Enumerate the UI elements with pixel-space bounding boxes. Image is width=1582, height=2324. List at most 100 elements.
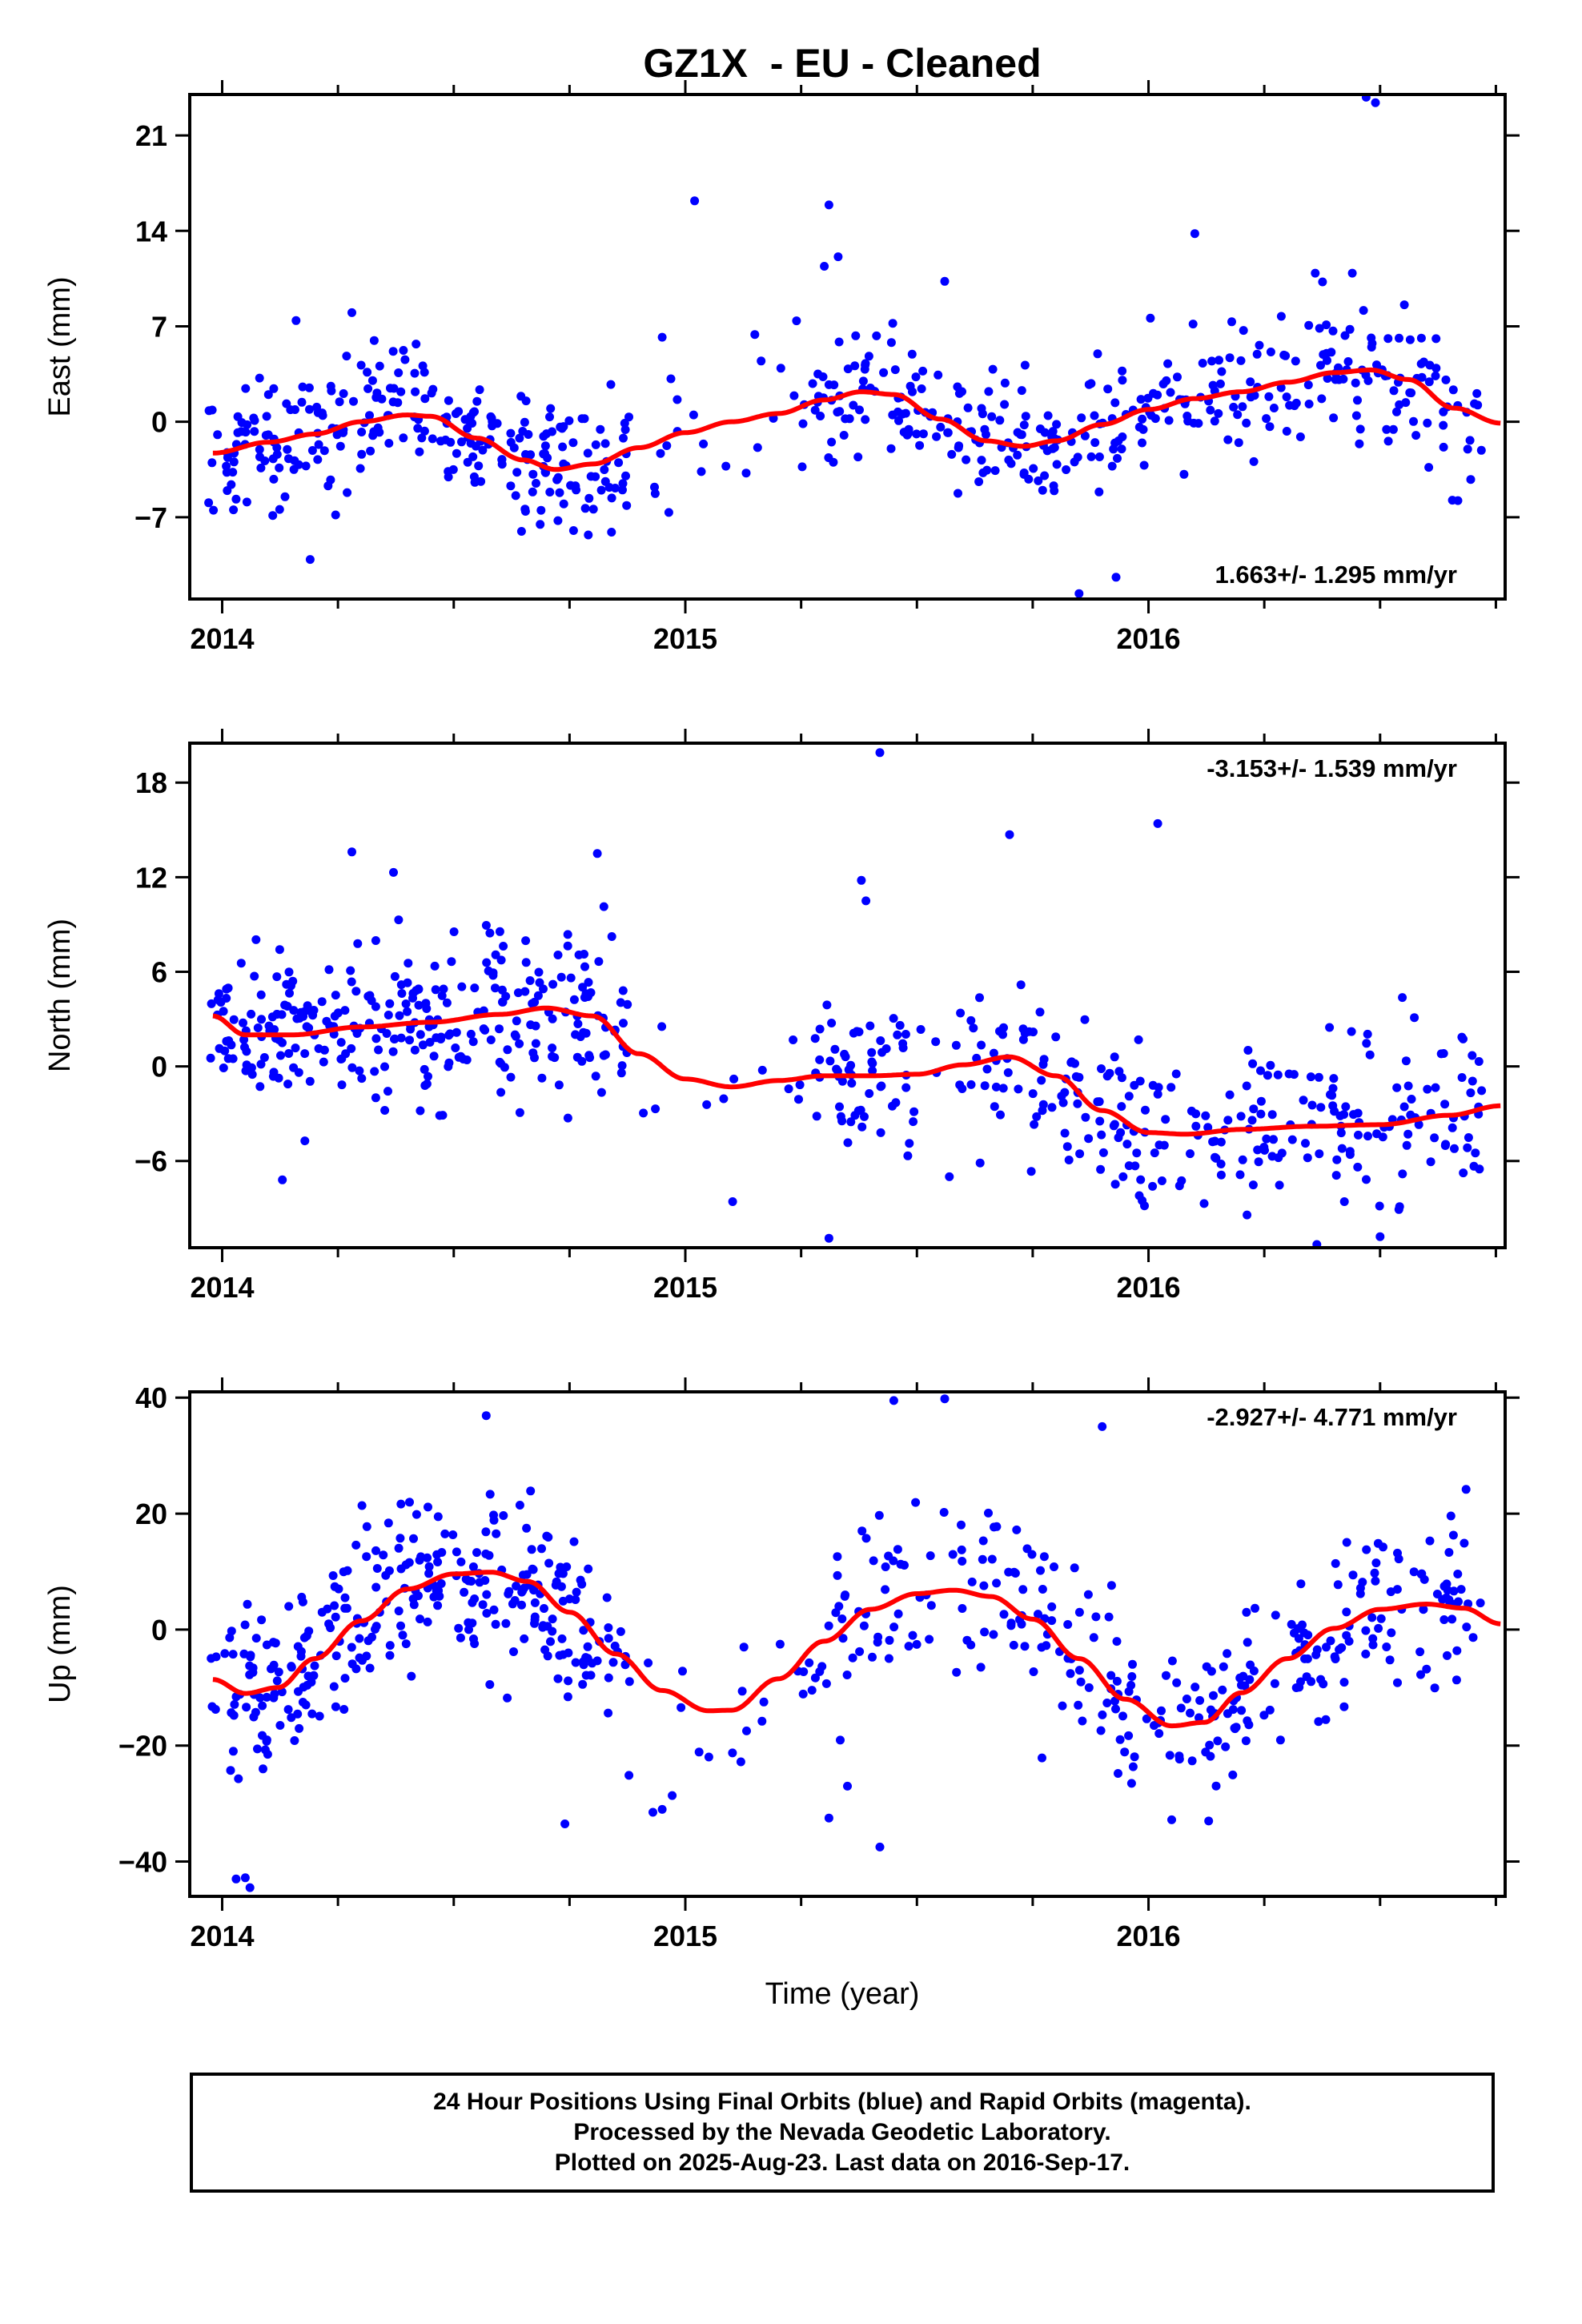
data-point bbox=[243, 420, 252, 429]
data-point bbox=[438, 1111, 448, 1120]
data-point bbox=[1398, 1169, 1407, 1179]
data-point bbox=[1339, 1197, 1349, 1206]
data-point bbox=[456, 1633, 465, 1642]
data-point bbox=[243, 1599, 252, 1609]
data-point bbox=[1468, 1076, 1477, 1086]
data-point bbox=[533, 991, 543, 1000]
data-point bbox=[1014, 1084, 1023, 1094]
data-point bbox=[404, 959, 413, 968]
data-point bbox=[213, 430, 223, 440]
data-point bbox=[617, 1061, 627, 1071]
data-point bbox=[424, 1072, 432, 1081]
data-point bbox=[794, 1095, 803, 1104]
data-point bbox=[229, 1711, 239, 1720]
data-point bbox=[268, 1638, 278, 1647]
data-point bbox=[229, 505, 239, 515]
data-point bbox=[433, 1512, 443, 1522]
data-point bbox=[1028, 1089, 1038, 1099]
data-point bbox=[456, 1557, 466, 1566]
data-point bbox=[1173, 372, 1182, 382]
data-point bbox=[1362, 1175, 1371, 1184]
data-point bbox=[396, 387, 406, 396]
data-point bbox=[303, 1680, 312, 1690]
data-point bbox=[1439, 442, 1448, 452]
data-point bbox=[1321, 1715, 1331, 1724]
data-point bbox=[236, 959, 246, 968]
data-point bbox=[454, 1623, 464, 1633]
data-point bbox=[1195, 1695, 1205, 1705]
data-point bbox=[881, 1585, 890, 1594]
data-point bbox=[1327, 348, 1336, 357]
data-point bbox=[1431, 371, 1440, 380]
data-point bbox=[1296, 1579, 1306, 1589]
data-point bbox=[1345, 324, 1355, 334]
data-point bbox=[825, 1056, 835, 1066]
data-point bbox=[363, 384, 373, 393]
data-point bbox=[1389, 386, 1399, 396]
data-point bbox=[1343, 357, 1353, 366]
data-point bbox=[939, 1508, 949, 1517]
data-point bbox=[616, 1068, 626, 1078]
data-point bbox=[1471, 1148, 1480, 1158]
data-point bbox=[427, 388, 436, 398]
data-point bbox=[1223, 1649, 1232, 1659]
data-point bbox=[1291, 356, 1300, 366]
data-point bbox=[1375, 1232, 1385, 1241]
data-point bbox=[298, 382, 307, 392]
data-point bbox=[1463, 1143, 1472, 1152]
data-point bbox=[805, 1658, 814, 1667]
data-point bbox=[837, 1614, 847, 1623]
data-point bbox=[668, 1791, 677, 1800]
data-point bbox=[307, 446, 317, 455]
data-point bbox=[856, 1105, 865, 1115]
data-point bbox=[495, 1024, 504, 1034]
data-point bbox=[1395, 400, 1404, 409]
data-point bbox=[849, 400, 858, 410]
data-point bbox=[824, 1813, 833, 1823]
data-point bbox=[1026, 1167, 1036, 1176]
data-point bbox=[366, 446, 375, 456]
data-point bbox=[792, 316, 801, 326]
data-point bbox=[1234, 438, 1243, 448]
data-point bbox=[888, 319, 897, 328]
data-point bbox=[267, 1012, 277, 1022]
data-point bbox=[974, 477, 984, 486]
data-point bbox=[399, 346, 408, 355]
data-point bbox=[1207, 1667, 1216, 1676]
data-point bbox=[975, 1158, 985, 1168]
data-point bbox=[497, 460, 507, 469]
data-point bbox=[650, 489, 660, 498]
data-point bbox=[815, 1667, 825, 1676]
data-point bbox=[482, 1609, 492, 1618]
data-point bbox=[945, 1172, 954, 1181]
data-point bbox=[789, 391, 799, 400]
data-point bbox=[586, 472, 596, 481]
data-point bbox=[909, 1107, 919, 1116]
data-point bbox=[395, 1011, 404, 1020]
data-point bbox=[1233, 410, 1243, 420]
data-point bbox=[1012, 1525, 1022, 1534]
data-point bbox=[481, 1527, 491, 1537]
data-point bbox=[588, 1659, 597, 1668]
data-point bbox=[1118, 376, 1127, 385]
data-point bbox=[548, 1051, 557, 1061]
data-point bbox=[262, 1692, 271, 1702]
data-point bbox=[1130, 1752, 1139, 1762]
data-point bbox=[1409, 1567, 1419, 1577]
data-point bbox=[452, 1027, 461, 1037]
data-point bbox=[903, 1151, 913, 1160]
data-point bbox=[1322, 1642, 1331, 1652]
data-points bbox=[206, 748, 1487, 1248]
data-point bbox=[511, 1031, 520, 1041]
data-point bbox=[1115, 1735, 1125, 1744]
data-point bbox=[979, 1581, 989, 1590]
data-point bbox=[1216, 1170, 1226, 1180]
data-point bbox=[1416, 1670, 1425, 1679]
data-point bbox=[1113, 453, 1122, 463]
data-point bbox=[719, 1094, 729, 1104]
data-point bbox=[1206, 405, 1215, 415]
data-point bbox=[290, 456, 299, 465]
y-tick-label: 21 bbox=[135, 119, 167, 152]
data-point bbox=[576, 1032, 585, 1041]
data-point bbox=[564, 1676, 573, 1686]
